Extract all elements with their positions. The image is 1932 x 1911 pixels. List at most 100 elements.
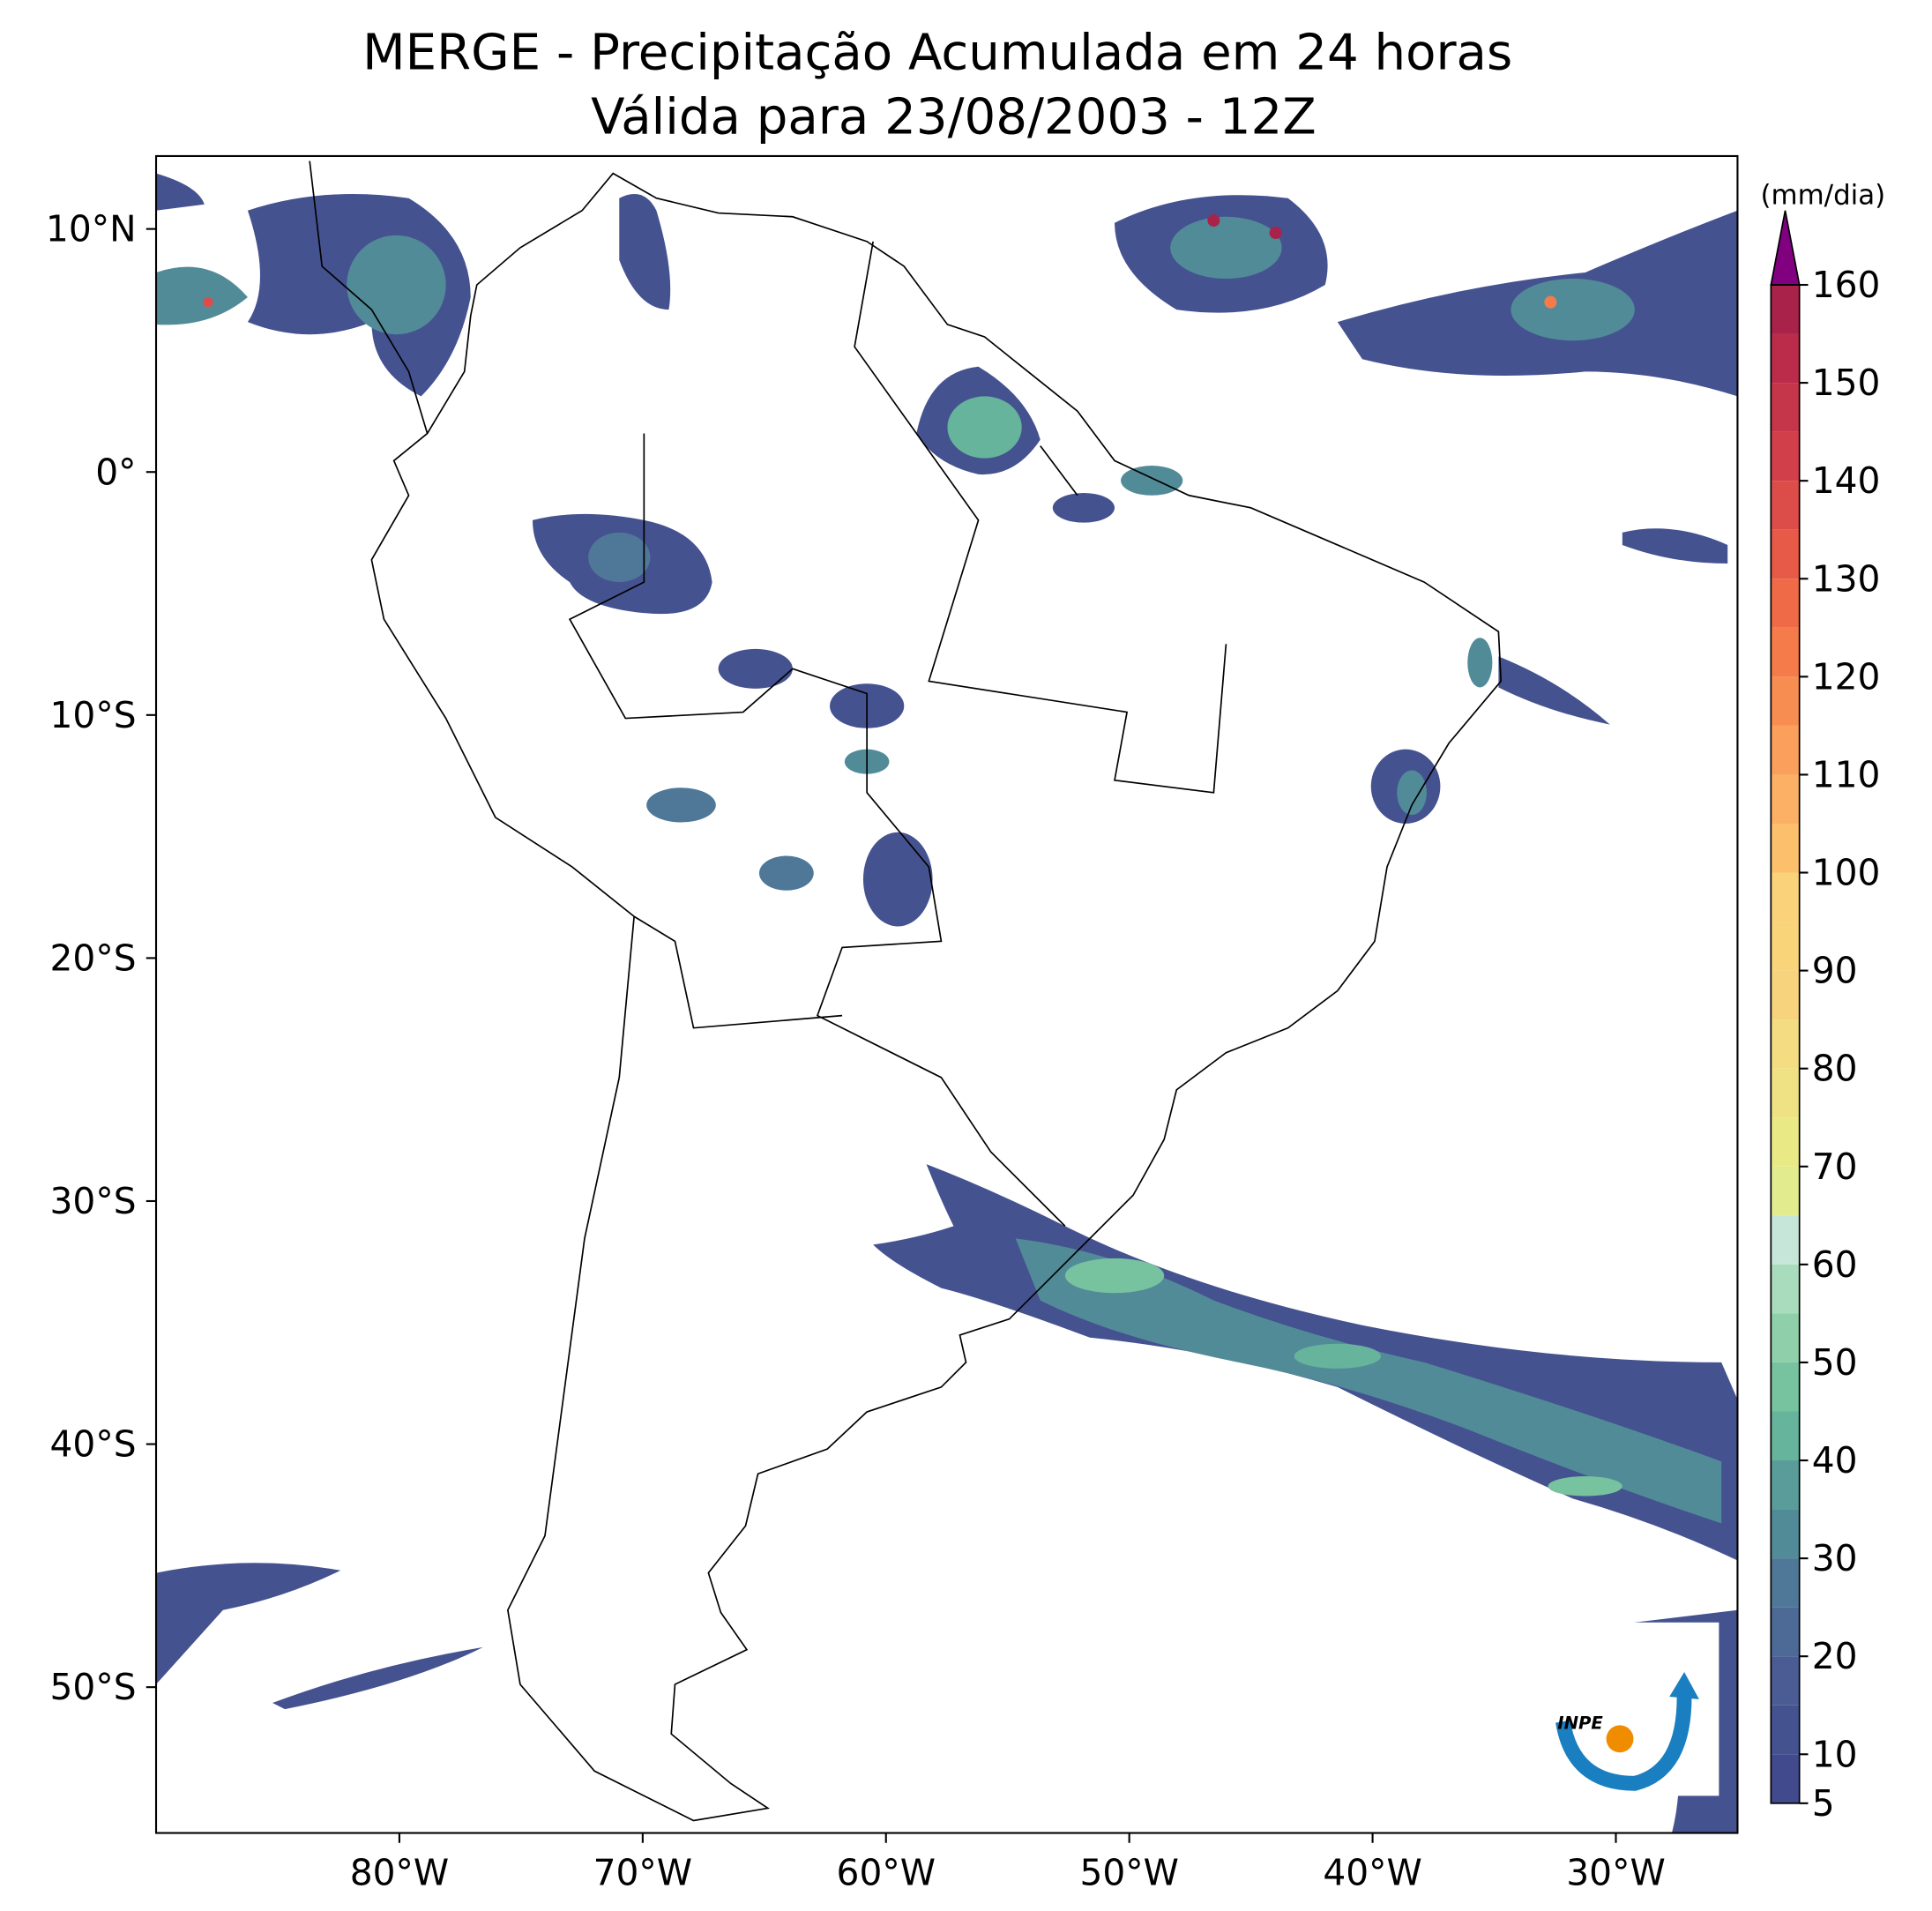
colorbar-segment: [1771, 529, 1800, 579]
colorbar-segment: [1771, 1215, 1800, 1265]
colorbar-segment: [1771, 1362, 1800, 1412]
colorbar-segment: [1771, 1166, 1800, 1216]
colorbar-tick-label: 120: [1812, 655, 1881, 698]
rain-area: [1544, 295, 1557, 309]
colorbar-tick-label: 20: [1812, 1635, 1858, 1677]
colorbar-segment: [1771, 1068, 1800, 1118]
y-tick-label: 50°S: [50, 1666, 137, 1708]
rain-area: [156, 173, 205, 211]
rain-area: [1121, 466, 1183, 496]
rain-area: [347, 235, 446, 335]
colorbar-tick-label: 40: [1812, 1439, 1858, 1482]
x-tick-label: 70°W: [593, 1852, 692, 1894]
colorbar-tick-label: 100: [1812, 852, 1881, 894]
colorbar-segment: [1771, 922, 1800, 971]
colorbar-tick-label: 70: [1812, 1146, 1858, 1188]
precipitation-field: [156, 173, 1738, 1833]
colorbar-unit: (mm/dia): [1760, 180, 1885, 212]
colorbar-segment: [1771, 1411, 1800, 1461]
colorbar-segment: [1771, 872, 1800, 922]
rain-area: [1170, 216, 1282, 279]
colorbar-segment: [1771, 1705, 1800, 1755]
colorbar-segment: [1771, 431, 1800, 481]
colorbar-segment: [1771, 1509, 1800, 1559]
rain-area: [862, 832, 933, 927]
colorbar-segment: [1771, 1754, 1800, 1803]
x-tick-label: 60°W: [837, 1852, 936, 1894]
colorbar-segment: [1771, 1264, 1800, 1314]
colorbar-segment: [1771, 1656, 1800, 1706]
rain-area: [758, 855, 814, 891]
colorbar-tick-label: 30: [1812, 1537, 1858, 1579]
rain-area: [588, 532, 651, 583]
colorbar-tick-label: 60: [1812, 1243, 1858, 1286]
colorbar-segment: [1771, 1019, 1800, 1069]
y-tick-label: 10°S: [50, 694, 137, 736]
colorbar-segment: [1771, 774, 1800, 824]
rain-area: [1064, 1258, 1165, 1294]
rain-area: [1015, 1238, 1722, 1524]
colorbar-tick-label: 90: [1812, 950, 1858, 992]
colorbar-segment: [1771, 823, 1800, 873]
colorbar-tick-label: 50: [1812, 1341, 1858, 1384]
colorbar-segment: [1771, 1558, 1800, 1608]
rain-area: [947, 396, 1022, 459]
logo: INPE: [1548, 1622, 1719, 1796]
colorbar-tick-label: 110: [1812, 753, 1881, 795]
rain-area: [1397, 770, 1427, 816]
logo-sun: [1606, 1725, 1634, 1753]
colorbar-segment: [1771, 1117, 1800, 1167]
colorbar-segment: [1771, 481, 1800, 530]
rain-area: [1052, 492, 1115, 523]
rain-area: [1207, 213, 1220, 228]
colorbar-tick-label: 130: [1812, 557, 1881, 600]
x-tick-label: 50°W: [1079, 1852, 1178, 1894]
colorbar-segment: [1771, 1607, 1800, 1657]
colorbar-segment: [1771, 1313, 1800, 1362]
colorbar-segment: [1771, 725, 1800, 775]
rain-area: [156, 1563, 341, 1684]
colorbar-tick-label: 5: [1812, 1782, 1835, 1825]
colorbar-tick-label: 160: [1812, 264, 1881, 306]
colorbar-tick-label: 10: [1812, 1733, 1858, 1775]
continent-outline: [370, 172, 1503, 1822]
colorbar-segment: [1771, 627, 1800, 677]
rain-area: [1622, 528, 1728, 564]
logo-arc: [1555, 1696, 1692, 1791]
rain-area: [619, 194, 671, 310]
country-border: [568, 241, 1227, 1227]
title: MERGE - Precipitação Acumulada em 24 hor…: [362, 25, 1512, 82]
rain-area: [1294, 1343, 1381, 1369]
colorbar-extension: [1770, 210, 1801, 286]
colorbar-segment: [1771, 383, 1800, 432]
x-tick-label: 40°W: [1323, 1852, 1421, 1894]
colorbar-segment: [1771, 333, 1800, 384]
colorbar-tick-label: 80: [1812, 1048, 1858, 1090]
rain-area: [718, 648, 793, 689]
logo-text: INPE: [1557, 1713, 1603, 1734]
map-frame: [154, 154, 1739, 1834]
x-tick-label: 80°W: [350, 1852, 449, 1894]
rain-area: [1511, 278, 1635, 341]
rain-area: [156, 266, 248, 325]
y-tick-label: 30°S: [50, 1180, 137, 1222]
colorbar-tick-label: 140: [1812, 459, 1881, 502]
y-tick-label: 20°S: [50, 937, 137, 979]
rain-area: [1269, 227, 1282, 240]
x-tick-label: 30°W: [1566, 1852, 1665, 1894]
colorbar-segment: [1771, 970, 1800, 1020]
colorbar-segment: [1771, 579, 1800, 628]
colorbar-tick-label: 150: [1812, 362, 1881, 404]
logo-background: [1548, 1622, 1719, 1796]
logo-arrow: [1669, 1671, 1699, 1699]
rain-area: [1498, 656, 1610, 725]
rain-area: [1548, 1476, 1622, 1497]
colorbar-segment: [1771, 676, 1800, 726]
colorbar-segment: [1771, 285, 1800, 334]
rain-area: [646, 788, 716, 823]
y-tick-label: 0°: [95, 451, 136, 493]
coastline: [309, 160, 1503, 1822]
central-america: [309, 160, 429, 434]
